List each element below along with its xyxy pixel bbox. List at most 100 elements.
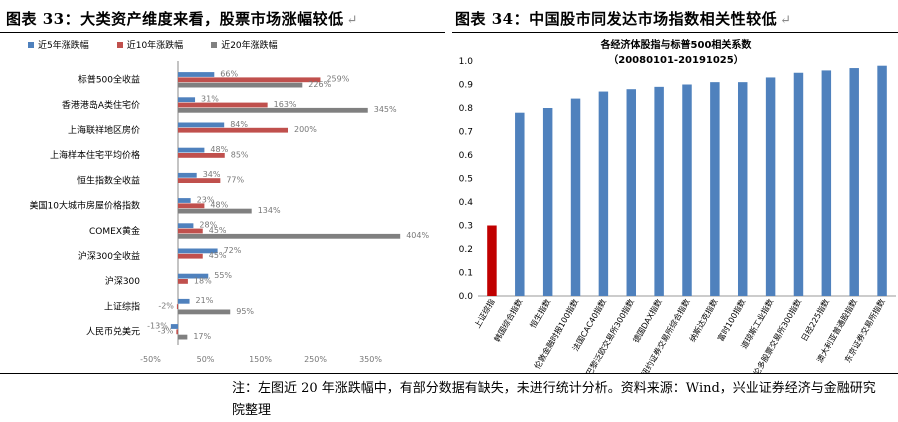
bar-5y [178, 223, 194, 229]
category-label: 沪深300 [105, 275, 140, 287]
bar [710, 82, 720, 297]
category-label: 沪深300全收益 [78, 250, 140, 262]
x-tick-label: 德国DAX指数 [631, 297, 664, 344]
bar-5y [178, 147, 205, 153]
category-label: 上证综指 [104, 300, 140, 312]
data-label: 31% [201, 95, 219, 104]
data-label: 163% [274, 100, 297, 109]
category-label: 标普500全收益 [78, 74, 140, 86]
legend-swatch-red [116, 41, 123, 48]
data-label: 55% [214, 271, 232, 280]
legend-item-20y: 近20年涨跌幅 [211, 38, 278, 51]
legend-label-5y: 近5年涨跌幅 [38, 41, 89, 51]
data-label: 226% [308, 80, 331, 89]
y-tick-label: 0.9 [459, 81, 474, 91]
data-label: 21% [196, 296, 214, 305]
category-label: 上海样本住宅平均价格 [50, 149, 140, 161]
data-label: 23% [197, 195, 215, 204]
y-tick-label: 0.1 [459, 269, 473, 279]
x-tick-label: 150% [249, 355, 272, 364]
bar [877, 65, 887, 296]
legend-label-10y: 近10年涨跌幅 [126, 41, 184, 51]
left-bar-chart: 标普500全收益 66% 259%226% 香港港岛A类住宅价 31% 163% 345% 上… [30, 61, 429, 364]
bar-5y [178, 122, 225, 128]
bottom-rule [0, 373, 898, 374]
bar-10y [178, 77, 321, 83]
x-tick-label: 350% [359, 355, 382, 364]
category-label: COMEX黄金 [89, 225, 140, 237]
x-tick-label: 纽约证券交易所综合指数 [639, 297, 692, 373]
right-chart-title-text: 图表 34：中国股市同发达市场指数相关性较低 [455, 10, 778, 28]
bar [682, 84, 692, 296]
chart-subtitle: （20080101-20191025） [608, 53, 743, 66]
bar-10y [176, 329, 178, 335]
return-mark: ↵ [780, 13, 792, 28]
data-label: 45% [209, 251, 227, 260]
y-tick-label: 0.7 [459, 128, 473, 138]
footnote: 注：左图近 20 年涨跌幅中，有部分数据有缺失，未进行统计分析。资料来源：Win… [232, 381, 876, 418]
bar-10y [178, 153, 225, 158]
bar-5y [178, 273, 209, 279]
bar-10y [178, 203, 205, 209]
return-mark: ↵ [346, 13, 359, 28]
y-tick-label: 0.5 [459, 175, 473, 185]
bar-10y [178, 127, 288, 133]
bar [765, 77, 776, 296]
legend-label-20y: 近20年涨跌幅 [221, 41, 278, 51]
bar-5y [178, 298, 190, 304]
data-label: 259% [326, 75, 349, 84]
bar [849, 68, 859, 296]
category-label: 上海联祥地区房价 [68, 124, 140, 136]
bar [654, 86, 664, 296]
y-tick-label: 0.6 [459, 151, 474, 161]
category-label: 美国10大城市房屋价格指数 [30, 200, 140, 212]
legend-item-5y: 近5年涨跌幅 [28, 38, 89, 51]
x-tick-label: 250% [304, 355, 327, 364]
bar [542, 108, 553, 296]
bar-20y [178, 233, 401, 239]
bar-20y [178, 208, 252, 214]
data-label: 28% [199, 221, 217, 230]
bar [821, 70, 832, 297]
y-tick-label: 0.4 [459, 198, 474, 208]
bar-10y [178, 178, 221, 183]
left-chart-title-text: 图表 33：大类资产维度来看，股票市场涨幅较低 [6, 10, 344, 28]
bar-5y [178, 72, 215, 77]
x-tick-label: 韩国综合指数 [492, 297, 525, 344]
data-label: 134% [258, 206, 281, 215]
bar-5y [178, 172, 197, 178]
y-tick-label: 1.0 [459, 57, 474, 67]
data-label: 17% [193, 332, 211, 341]
right-chart-title: 图表 34：中国股市同发达市场指数相关性较低 ↵ [455, 8, 792, 29]
category-label: 香港港岛A类住宅价 [62, 99, 140, 111]
bar [626, 89, 637, 296]
bar [515, 112, 525, 296]
x-tick-label: 日经225指数 [799, 297, 831, 343]
x-tick-label: 纳斯达克指数 [687, 297, 720, 344]
legend-swatch-blue [28, 41, 34, 48]
category-label: 恒生指数全收益 [77, 174, 140, 186]
category-label: 人民币兑美元 [86, 326, 140, 338]
bar-10y [178, 253, 203, 259]
right-bar-chart: 各经济体股指与标普500相关系数 （20080101-20191025） 0.0 0.… [459, 38, 896, 373]
data-label: 77% [226, 176, 244, 185]
bar [793, 72, 804, 296]
bar-5y [170, 324, 178, 329]
data-label: 404% [406, 231, 429, 240]
bar-20y [178, 82, 303, 88]
data-label: -2% [158, 302, 174, 311]
data-label: 34% [203, 170, 221, 179]
x-tick-label: 巴黎泛欧交易所300指数 [584, 297, 636, 373]
bar [487, 225, 497, 296]
y-tick-label: 0.8 [459, 104, 474, 114]
bar [570, 98, 581, 296]
x-tick-label: -50% [140, 355, 161, 364]
bar-10y [178, 279, 188, 284]
y-tick-label: 0.2 [459, 245, 473, 255]
y-tick-label: 0.0 [459, 292, 474, 302]
data-label: 66% [220, 69, 238, 78]
bar-5y [178, 97, 196, 103]
data-label: 48% [210, 201, 228, 210]
bar-10y [176, 304, 178, 309]
data-label: 95% [236, 307, 254, 316]
